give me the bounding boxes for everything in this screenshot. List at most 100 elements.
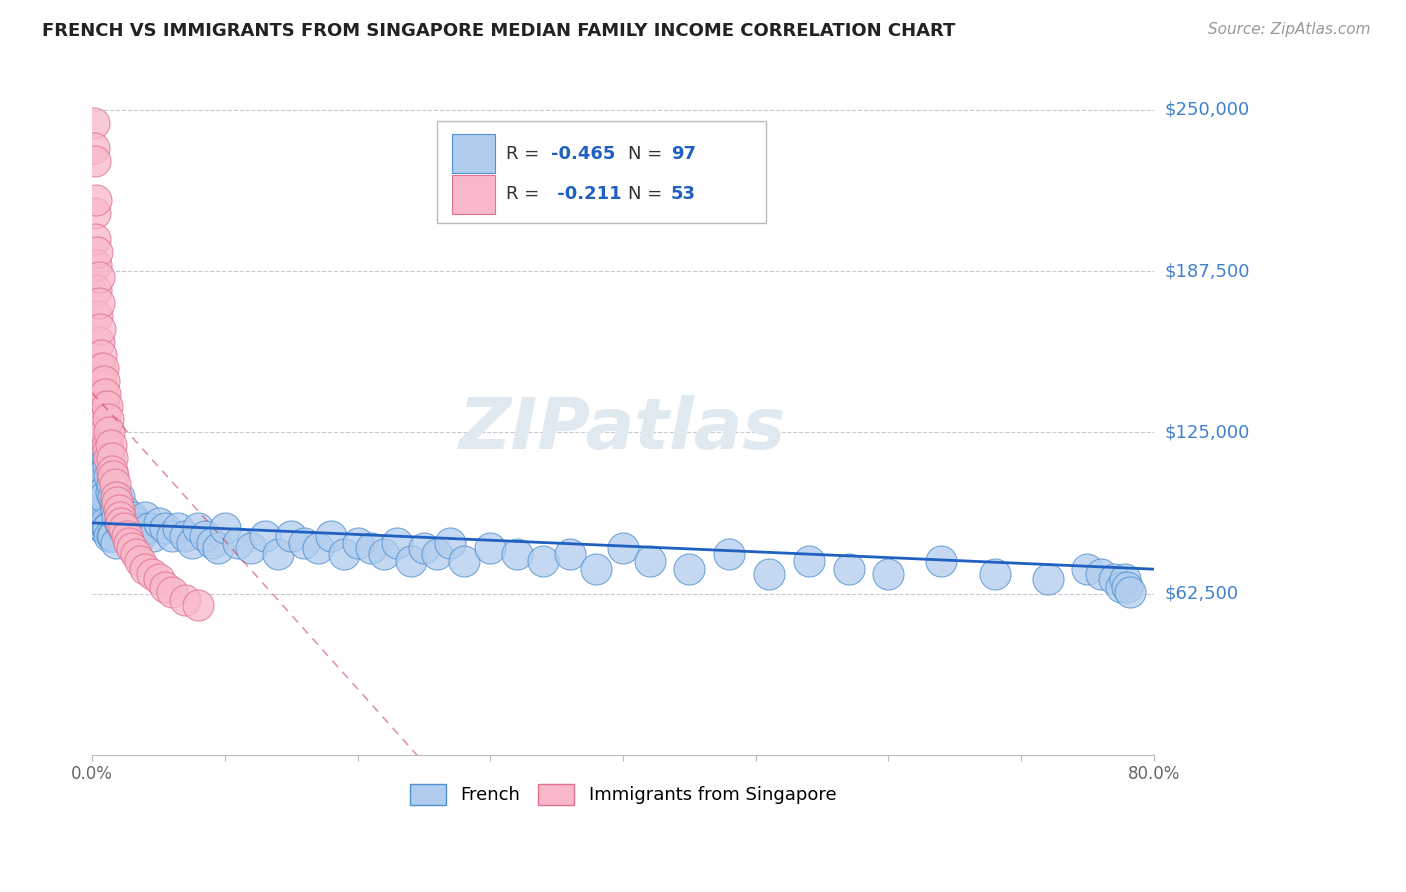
Point [96, 521, 118, 535]
Point [115, 516, 138, 530]
Text: R =: R = [506, 186, 546, 203]
Point [1076, 562, 1098, 576]
Point [89, 360, 111, 375]
Point [86, 495, 108, 509]
Text: N =: N = [628, 186, 668, 203]
Point [90, 374, 112, 388]
Point [103, 528, 125, 542]
Point [110, 510, 132, 524]
Point [125, 547, 148, 561]
Point [226, 536, 249, 550]
Point [129, 528, 152, 542]
Text: $187,500: $187,500 [1166, 262, 1250, 280]
Point [319, 528, 342, 542]
Point [91, 484, 114, 499]
Point [148, 573, 170, 587]
Point [167, 521, 190, 535]
Point [160, 585, 183, 599]
Point [333, 547, 356, 561]
Point [98, 528, 121, 542]
Point [174, 528, 197, 542]
Point [638, 554, 661, 568]
Point [360, 541, 382, 556]
Point [83, 115, 105, 129]
Point [142, 528, 165, 542]
Point [94, 516, 117, 530]
Point [479, 541, 502, 556]
Point [96, 438, 118, 452]
Point [1114, 573, 1136, 587]
Point [1119, 585, 1142, 599]
Point [207, 541, 229, 556]
Point [94, 386, 117, 401]
Point [93, 400, 115, 414]
Point [439, 536, 461, 550]
Point [240, 541, 263, 556]
Point [129, 554, 152, 568]
Point [124, 521, 146, 535]
Text: N =: N = [628, 145, 668, 162]
Point [214, 521, 236, 535]
Point [89, 477, 111, 491]
Point [678, 562, 700, 576]
Point [112, 521, 135, 535]
Point [346, 536, 368, 550]
Point [105, 536, 128, 550]
Point [127, 516, 149, 530]
Point [97, 443, 120, 458]
Point [267, 547, 290, 561]
Point [91, 360, 114, 375]
Point [153, 580, 176, 594]
Point [253, 528, 276, 542]
Point [112, 502, 135, 516]
Point [612, 541, 634, 556]
Point [758, 567, 780, 582]
FancyBboxPatch shape [437, 121, 766, 223]
Point [107, 490, 129, 504]
Text: FRENCH VS IMMIGRANTS FROM SINGAPORE MEDIAN FAMILY INCOME CORRELATION CHART: FRENCH VS IMMIGRANTS FROM SINGAPORE MEDI… [42, 22, 956, 40]
Point [100, 438, 122, 452]
Point [426, 547, 449, 561]
Point [1109, 580, 1132, 594]
Point [174, 593, 197, 607]
Point [97, 412, 120, 426]
Point [83, 141, 105, 155]
Point [118, 536, 141, 550]
Point [96, 400, 118, 414]
Point [83, 206, 105, 220]
Point [105, 490, 128, 504]
Point [87, 502, 110, 516]
Point [141, 567, 163, 582]
Point [506, 547, 529, 561]
Point [558, 547, 581, 561]
Point [373, 547, 395, 561]
Point [101, 477, 124, 491]
Point [97, 458, 120, 473]
Point [86, 309, 108, 323]
Point [387, 536, 409, 550]
Point [87, 464, 110, 478]
Point [160, 528, 183, 542]
Point [91, 386, 114, 401]
Point [96, 451, 118, 466]
Point [98, 469, 121, 483]
Point [931, 554, 953, 568]
Point [187, 598, 209, 612]
Point [131, 521, 153, 535]
Text: $125,000: $125,000 [1166, 424, 1250, 442]
Point [194, 528, 217, 542]
Point [115, 528, 138, 542]
Point [148, 516, 170, 530]
Point [86, 244, 108, 259]
Point [84, 490, 107, 504]
Point [97, 521, 120, 535]
Point [90, 348, 112, 362]
Point [797, 554, 820, 568]
Point [718, 547, 741, 561]
Point [100, 484, 122, 499]
Point [90, 469, 112, 483]
Point [101, 451, 124, 466]
Point [121, 541, 143, 556]
Point [838, 562, 860, 576]
Point [98, 425, 121, 440]
